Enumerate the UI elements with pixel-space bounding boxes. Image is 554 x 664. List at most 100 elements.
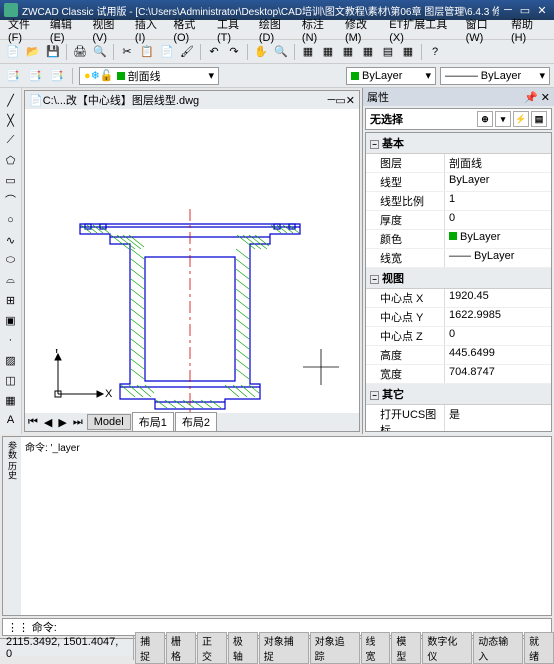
table-icon[interactable]: ▦	[2, 391, 20, 409]
cut-icon[interactable]: ✂	[118, 43, 136, 61]
val-color[interactable]: ByLayer	[444, 230, 551, 248]
redo-icon[interactable]: ↷	[225, 43, 243, 61]
ellipse-icon[interactable]: ⬭	[2, 251, 20, 269]
menu-format[interactable]: 格式(O)	[169, 14, 213, 46]
status-tablet[interactable]: 数字化仪	[422, 632, 472, 664]
block-icon[interactable]: ▣	[2, 311, 20, 329]
val-centerz[interactable]: 0	[444, 327, 551, 345]
insert-icon[interactable]: ⊞	[2, 291, 20, 309]
menu-help[interactable]: 帮助(H)	[507, 14, 550, 46]
zoom-icon[interactable]: 🔍	[272, 43, 290, 61]
val-ucsicon[interactable]: 是	[444, 405, 551, 432]
layer-prev-icon[interactable]: 📑	[26, 67, 44, 85]
menu-window[interactable]: 窗口(W)	[462, 14, 507, 46]
undo-icon[interactable]: ↶	[205, 43, 223, 61]
status-model[interactable]: 模型	[391, 632, 421, 664]
arc-icon[interactable]: ⌒	[2, 191, 20, 209]
menu-tools[interactable]: 工具(T)	[213, 14, 255, 46]
grip-icon[interactable]: ⋮⋮	[7, 621, 29, 634]
coords-display[interactable]: 2115.3492, 1501.4047, 0	[0, 636, 134, 660]
status-polar[interactable]: 极轴	[228, 632, 258, 664]
grid2-icon[interactable]: ▦	[319, 43, 337, 61]
menu-draw[interactable]: 绘图(D)	[255, 14, 298, 46]
hatch-icon[interactable]: ▨	[2, 351, 20, 369]
menu-dim[interactable]: 标注(N)	[298, 14, 341, 46]
status-ortho[interactable]: 正交	[197, 632, 227, 664]
menu-modify[interactable]: 修改(M)	[341, 14, 385, 46]
color-combo[interactable]: ByLayer▾	[346, 67, 436, 85]
calc-icon[interactable]: ▦	[399, 43, 417, 61]
tab-layout1[interactable]: 布局1	[132, 412, 174, 432]
prop-icon[interactable]: ▤	[379, 43, 397, 61]
preview-icon[interactable]: 🔍	[91, 43, 109, 61]
val-centery[interactable]: 1622.9985	[444, 308, 551, 326]
filter-icon[interactable]: ▤	[531, 111, 547, 127]
status-grid[interactable]: 栅格	[166, 632, 196, 664]
panel-close-icon[interactable]: ✕	[541, 92, 550, 104]
group-other[interactable]: 其它	[382, 389, 404, 401]
tab-layout2[interactable]: 布局2	[175, 412, 217, 432]
menu-edit[interactable]: 编辑(E)	[46, 14, 88, 46]
print-icon[interactable]: 🖨	[71, 43, 89, 61]
tab-maximize-icon[interactable]: ▭	[335, 94, 345, 107]
new-icon[interactable]: 📄	[4, 43, 22, 61]
status-osnap[interactable]: 对象捕捉	[259, 632, 309, 664]
tab-next-icon[interactable]: ▶	[55, 416, 69, 429]
copy-icon[interactable]: 📋	[138, 43, 156, 61]
polygon-icon[interactable]: ⬠	[2, 151, 20, 169]
val-thickness[interactable]: 0	[444, 211, 551, 229]
status-dyn[interactable]: 动态输入	[473, 632, 523, 664]
ellarc-icon[interactable]: ⌓	[2, 271, 20, 289]
text-icon[interactable]: A	[2, 411, 20, 429]
drawing-area[interactable]: 📄 C:\...改【中心线】图层线型.dwg ─ ▭ ✕	[24, 90, 360, 432]
val-lineweight[interactable]: —— ByLayer	[444, 249, 551, 267]
val-layer[interactable]: 剖面线	[444, 154, 551, 172]
group-basic[interactable]: 基本	[382, 138, 404, 150]
menu-insert[interactable]: 插入(I)	[131, 14, 169, 46]
rect-icon[interactable]: ▭	[2, 171, 20, 189]
status-otrack[interactable]: 对象追踪	[310, 632, 360, 664]
linetype-combo[interactable]: ——— ByLayer▾	[440, 67, 550, 85]
status-snap[interactable]: 捕捉	[135, 632, 165, 664]
val-centerx[interactable]: 1920.45	[444, 289, 551, 307]
help-icon[interactable]: ?	[426, 43, 444, 61]
menu-file[interactable]: 文件(F)	[4, 14, 46, 46]
line-icon[interactable]: ╱	[2, 91, 20, 109]
region-icon[interactable]: ◫	[2, 371, 20, 389]
val-width[interactable]: 704.8747	[444, 365, 551, 383]
menu-et[interactable]: ET扩展工具(X)	[385, 14, 461, 46]
tab-prev-icon[interactable]: ◀	[41, 416, 55, 429]
grid4-icon[interactable]: ▦	[359, 43, 377, 61]
pick-add-icon[interactable]: ⊕	[477, 111, 493, 127]
select-icon[interactable]: ▾	[495, 111, 511, 127]
grid1-icon[interactable]: ▦	[299, 43, 317, 61]
pline-icon[interactable]: ⟋	[2, 131, 20, 149]
tab-minimize-icon[interactable]: ─	[328, 94, 336, 106]
quick-icon[interactable]: ⚡	[513, 111, 529, 127]
tab-model[interactable]: Model	[87, 414, 131, 430]
status-lwt[interactable]: 线宽	[361, 632, 391, 664]
pan-icon[interactable]: ✋	[252, 43, 270, 61]
match-icon[interactable]: 🖌	[178, 43, 196, 61]
group-view[interactable]: 视图	[382, 273, 404, 285]
status-ready[interactable]: 就绪	[524, 632, 554, 664]
layer-mgr-icon[interactable]: 📑	[4, 67, 22, 85]
layer-combo[interactable]: ●❄🔓 剖面线 ▾	[79, 67, 219, 85]
canvas[interactable]: X Y	[25, 109, 359, 413]
paste-icon[interactable]: 📄	[158, 43, 176, 61]
tab-close-icon[interactable]: ✕	[346, 94, 355, 107]
val-linetype[interactable]: ByLayer	[444, 173, 551, 191]
menu-view[interactable]: 视图(V)	[88, 14, 130, 46]
save-icon[interactable]: 💾	[44, 43, 62, 61]
spline-icon[interactable]: ∿	[2, 231, 20, 249]
pin-icon[interactable]: 📌	[524, 92, 538, 104]
layer-state-icon[interactable]: 📑	[48, 67, 66, 85]
circle-icon[interactable]: ○	[2, 211, 20, 229]
grid3-icon[interactable]: ▦	[339, 43, 357, 61]
xline-icon[interactable]: ╳	[2, 111, 20, 129]
tab-first-icon[interactable]: ⏮	[25, 416, 41, 429]
val-ltscale[interactable]: 1	[444, 192, 551, 210]
tab-last-icon[interactable]: ⏭	[70, 416, 86, 429]
open-icon[interactable]: 📂	[24, 43, 42, 61]
point-icon[interactable]: ·	[2, 331, 20, 349]
